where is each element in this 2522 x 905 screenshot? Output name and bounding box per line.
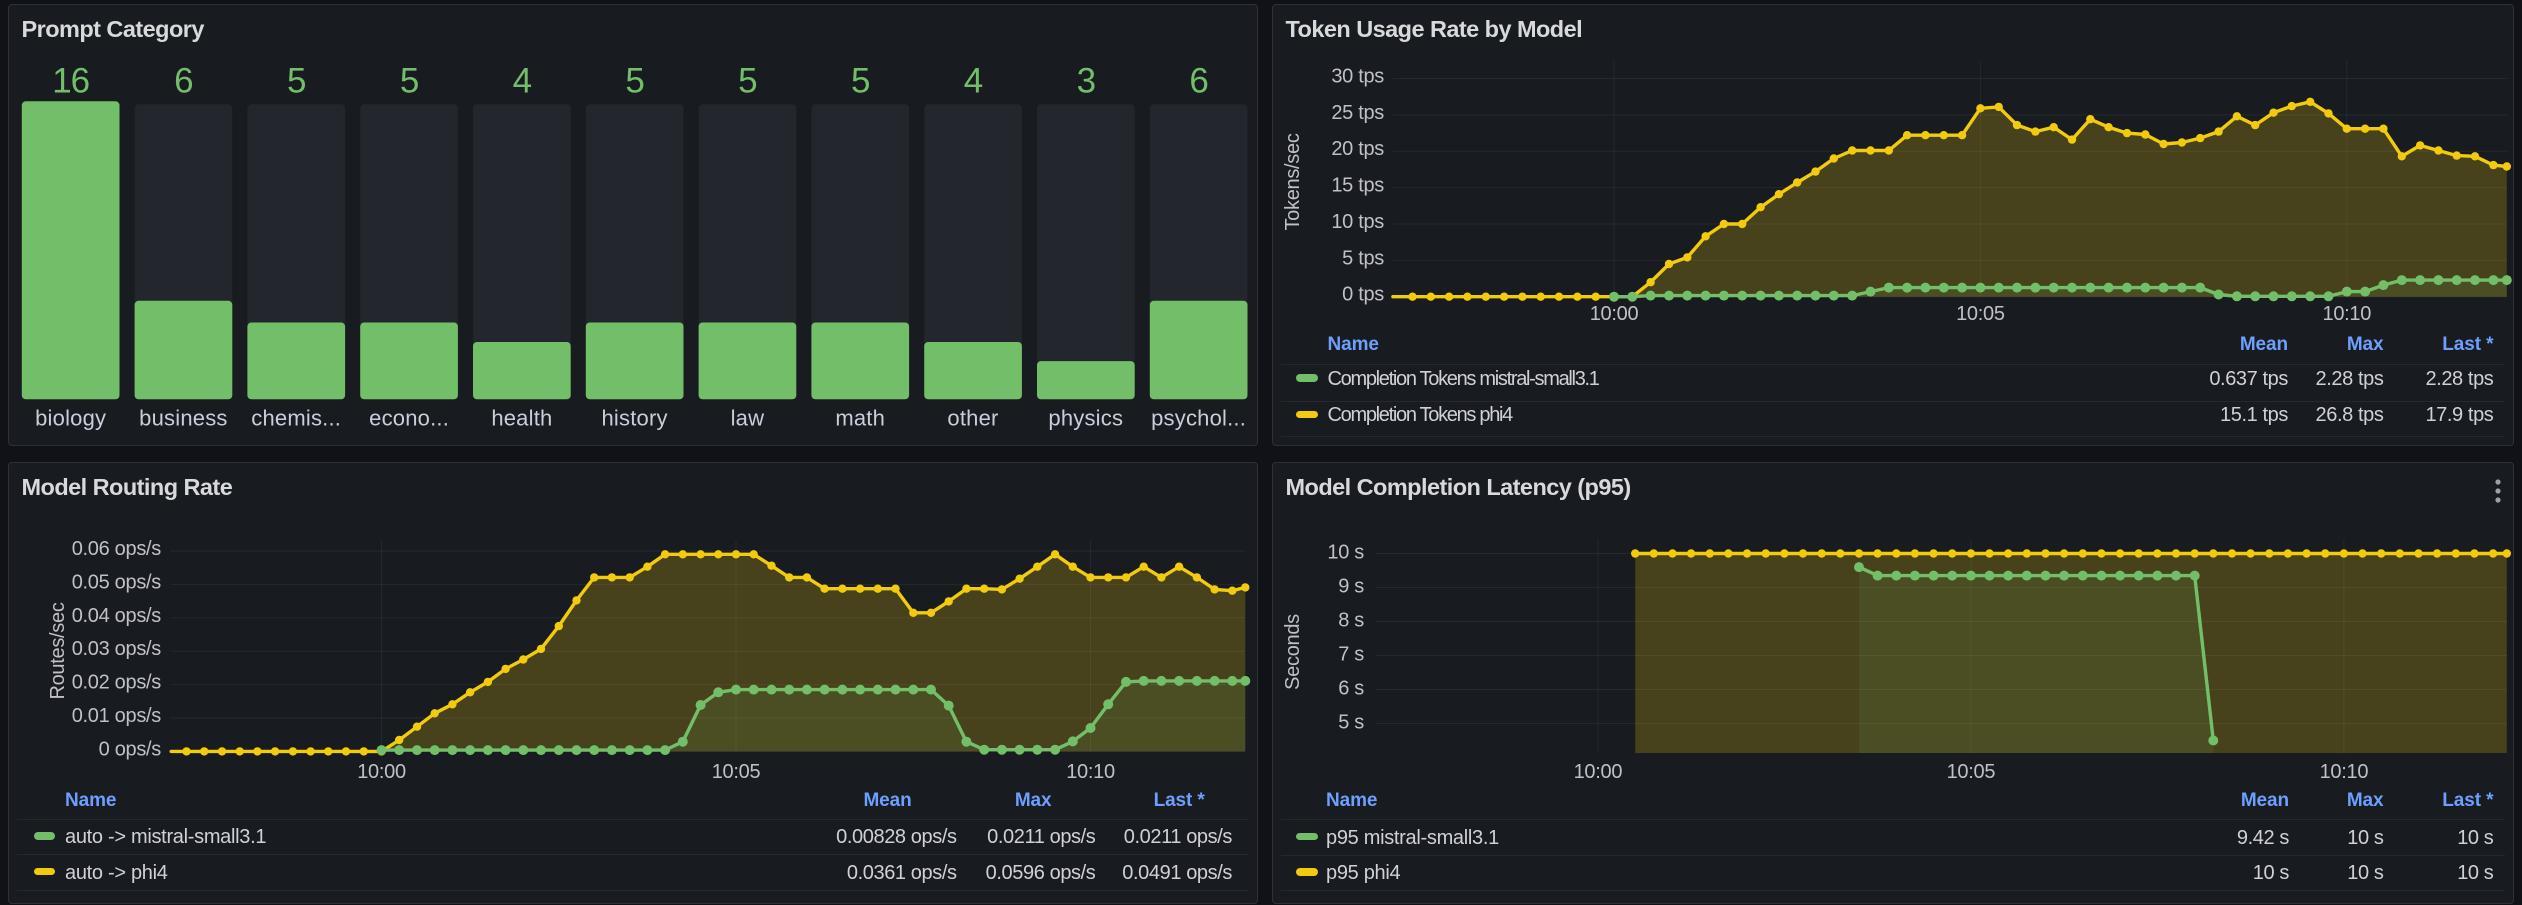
- svg-text:10:10: 10:10: [2323, 303, 2372, 325]
- svg-text:3: 3: [1077, 62, 1095, 101]
- svg-text:4: 4: [513, 62, 532, 101]
- svg-text:0.02 ops/s: 0.02 ops/s: [72, 672, 162, 694]
- svg-text:9 s: 9 s: [1338, 576, 1364, 598]
- svg-text:0.01 ops/s: 0.01 ops/s: [72, 705, 162, 727]
- svg-text:5 s: 5 s: [1338, 712, 1364, 734]
- svg-text:0 tps: 0 tps: [1342, 284, 1384, 306]
- svg-text:5: 5: [287, 62, 305, 101]
- svg-text:5: 5: [625, 62, 643, 101]
- svg-text:10 s: 10 s: [1327, 542, 1364, 564]
- svg-text:0.06 ops/s: 0.06 ops/s: [72, 538, 162, 560]
- svg-text:math: math: [835, 406, 885, 431]
- svg-text:10:10: 10:10: [1066, 761, 1115, 783]
- svg-text:psychol...: psychol...: [1151, 406, 1246, 431]
- svg-text:7 s: 7 s: [1338, 644, 1364, 666]
- svg-text:8 s: 8 s: [1338, 610, 1364, 632]
- svg-text:20 tps: 20 tps: [1331, 138, 1384, 160]
- svg-text:6: 6: [174, 62, 192, 101]
- svg-text:10:00: 10:00: [1590, 303, 1639, 325]
- svg-text:0 ops/s: 0 ops/s: [99, 738, 162, 760]
- svg-text:Routes/sec: Routes/sec: [47, 602, 69, 699]
- svg-text:business: business: [139, 406, 227, 431]
- svg-text:law: law: [731, 406, 765, 431]
- svg-text:5: 5: [400, 62, 418, 101]
- svg-text:5: 5: [851, 62, 869, 101]
- svg-text:Seconds: Seconds: [1282, 614, 1304, 690]
- svg-text:health: health: [491, 406, 552, 431]
- svg-text:10 tps: 10 tps: [1331, 211, 1384, 233]
- svg-text:chemis...: chemis...: [251, 406, 341, 431]
- svg-text:other: other: [947, 406, 998, 431]
- svg-text:25 tps: 25 tps: [1331, 102, 1384, 124]
- svg-text:15 tps: 15 tps: [1331, 175, 1384, 197]
- svg-text:16: 16: [52, 62, 89, 101]
- svg-text:Tokens/sec: Tokens/sec: [1282, 133, 1304, 230]
- svg-text:0.04 ops/s: 0.04 ops/s: [72, 605, 162, 627]
- svg-text:30 tps: 30 tps: [1331, 66, 1384, 88]
- svg-text:physics: physics: [1048, 406, 1123, 431]
- svg-text:0.03 ops/s: 0.03 ops/s: [72, 638, 162, 660]
- svg-text:5 tps: 5 tps: [1342, 247, 1384, 269]
- svg-text:econo...: econo...: [369, 406, 449, 431]
- svg-text:10:00: 10:00: [1574, 761, 1623, 783]
- svg-text:10:10: 10:10: [2320, 761, 2369, 783]
- svg-text:4: 4: [964, 62, 983, 101]
- svg-text:history: history: [601, 406, 667, 431]
- svg-text:0.05 ops/s: 0.05 ops/s: [72, 571, 162, 593]
- svg-text:5: 5: [738, 62, 756, 101]
- svg-text:10:05: 10:05: [1947, 761, 1996, 783]
- svg-text:biology: biology: [35, 406, 106, 431]
- svg-text:6 s: 6 s: [1338, 678, 1364, 700]
- svg-text:10:00: 10:00: [357, 761, 406, 783]
- svg-text:10:05: 10:05: [712, 761, 761, 783]
- svg-text:10:05: 10:05: [1956, 303, 2005, 325]
- svg-text:6: 6: [1189, 62, 1207, 101]
